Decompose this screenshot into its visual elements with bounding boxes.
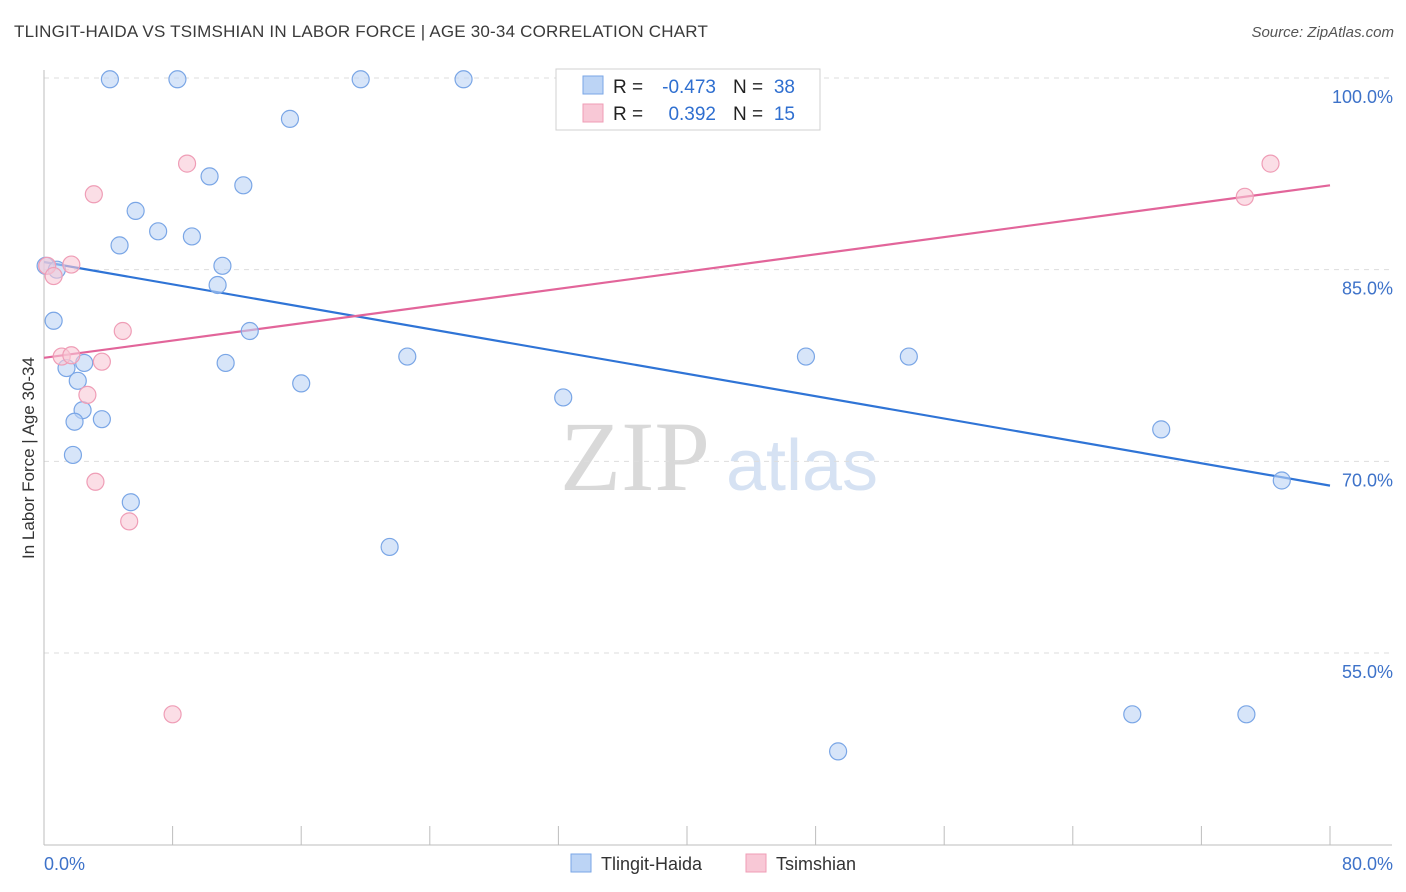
point-tlingit-haida <box>280 109 300 128</box>
point-tlingit-haida <box>899 347 918 366</box>
point-tlingit-haida <box>149 222 168 241</box>
point-tlingit-haida <box>351 70 370 89</box>
y-tick-label: 100.0% <box>1332 87 1393 107</box>
point-tlingit-haida <box>121 493 140 512</box>
point-tlingit-haida <box>182 227 201 246</box>
point-tlingit-haida <box>554 388 573 407</box>
point-tlingit-haida <box>200 167 219 186</box>
point-tlingit-haida <box>1237 705 1256 724</box>
point-tlingit-haida <box>213 256 232 275</box>
legend-n-label-2: N = <box>733 104 763 125</box>
point-tlingit-haida <box>1152 420 1171 439</box>
point-tlingit-haida <box>168 70 187 89</box>
point-tsimshian <box>113 321 132 341</box>
point-tsimshian <box>84 185 103 204</box>
point-tlingit-haida <box>216 353 235 373</box>
y-tick-label: 55.0% <box>1342 662 1393 682</box>
watermark-atlas: atlas <box>726 426 878 506</box>
point-tsimshian <box>163 705 182 724</box>
point-tlingit-haida <box>92 410 111 429</box>
point-tsimshian <box>177 154 197 173</box>
series-legend: Tlingit-Haida Tsimshian <box>570 853 856 874</box>
x-tick-labels: 0.0% 80.0% <box>44 854 1393 874</box>
stats-legend: R = -0.473 N = 38 R = 0.392 N = 15 <box>555 68 821 131</box>
point-tlingit-haida <box>234 176 253 195</box>
y-tick-label: 70.0% <box>1342 470 1393 490</box>
legend-swatch-tlingit-haida <box>582 75 604 95</box>
point-tlingit-haida <box>68 371 87 390</box>
y-tick-label: 85.0% <box>1342 279 1393 299</box>
trend-line-tlingit-haida <box>43 260 1331 487</box>
point-tlingit-haida <box>44 311 63 330</box>
point-tsimshian <box>44 266 63 286</box>
chart-title: TLINGIT-HAIDA VS TSIMSHIAN IN LABOR FORC… <box>14 22 709 41</box>
point-tsimshian <box>78 385 97 404</box>
trend-line-tsimshian <box>43 184 1331 359</box>
legend-r-value-1: -0.473 <box>662 77 716 98</box>
gridlines <box>44 77 1392 654</box>
axes <box>43 70 1392 846</box>
point-tlingit-haida <box>454 70 473 89</box>
data-points <box>36 70 1291 761</box>
series-legend-label-tsimshian: Tsimshian <box>776 854 856 874</box>
legend-r-label-2: R = <box>613 104 643 125</box>
point-tsimshian <box>1261 154 1280 173</box>
point-tlingit-haida <box>126 201 145 220</box>
point-tsimshian <box>1235 187 1254 206</box>
watermark: ZIP atlas <box>560 401 878 512</box>
point-tlingit-haida <box>292 374 311 393</box>
series-legend-swatch-tlingit-haida <box>570 853 592 873</box>
point-tlingit-haida <box>398 347 417 366</box>
legend-r-label-1: R = <box>613 77 643 98</box>
legend-n-value-2: 15 <box>774 104 795 125</box>
point-tsimshian <box>86 472 105 491</box>
x-tick-label: 80.0% <box>1342 854 1393 874</box>
legend-r-value-2: 0.392 <box>668 104 716 125</box>
point-tsimshian <box>62 255 81 274</box>
point-tlingit-haida <box>65 412 84 431</box>
point-tsimshian <box>120 512 139 531</box>
point-tlingit-haida <box>240 321 259 341</box>
point-tlingit-haida <box>380 537 399 557</box>
point-tlingit-haida <box>796 347 816 366</box>
point-tlingit-haida <box>1123 705 1142 724</box>
point-tlingit-haida <box>1272 471 1291 490</box>
legend-swatch-tsimshian <box>582 103 604 123</box>
series-legend-swatch-tsimshian <box>745 853 767 873</box>
point-tsimshian <box>92 352 111 371</box>
series-legend-label-tlingit-haida: Tlingit-Haida <box>601 854 703 874</box>
legend-n-value-1: 38 <box>774 77 795 98</box>
watermark-zip: ZIP <box>560 401 710 512</box>
y-axis-label: In Labor Force | Age 30-34 <box>19 357 38 559</box>
point-tlingit-haida <box>100 70 120 89</box>
point-tlingit-haida <box>208 275 227 295</box>
y-tick-labels: 100.0% 85.0% 70.0% 55.0% <box>1332 87 1393 682</box>
point-tlingit-haida <box>110 236 129 255</box>
point-tlingit-haida <box>829 742 848 761</box>
source-label: Source: ZipAtlas.com <box>1251 24 1394 41</box>
legend-n-label-1: N = <box>733 77 763 98</box>
x-tick-label: 0.0% <box>44 854 85 874</box>
point-tlingit-haida <box>63 445 83 465</box>
point-tsimshian <box>62 346 81 365</box>
